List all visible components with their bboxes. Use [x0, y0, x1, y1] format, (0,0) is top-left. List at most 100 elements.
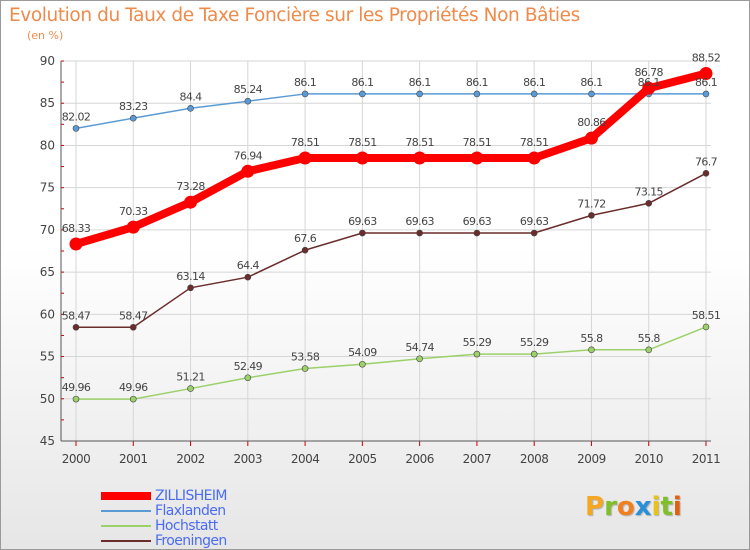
data-point-hochstatt [72, 395, 80, 403]
x-tick-label: 2010 [634, 452, 663, 466]
series-line-flaxlanden [75, 93, 706, 130]
x-tick-label: 2000 [62, 452, 91, 466]
x-tick-label: 2003 [234, 452, 263, 466]
data-label-zillisheim: 76.94 [234, 149, 263, 162]
x-tick-label: 2002 [176, 452, 205, 466]
data-label-hochstatt: 55.29 [463, 336, 492, 349]
x-tick-label: 2011 [692, 452, 721, 466]
data-point-zillisheim [642, 81, 656, 95]
logo-letter: i [672, 492, 682, 522]
data-point-froeningen [244, 273, 252, 281]
y-tick-label: 60 [40, 307, 55, 321]
data-label-froeningen: 69.63 [520, 215, 549, 228]
data-label-flaxlanden: 83.23 [119, 100, 148, 113]
legend-swatch [101, 492, 151, 500]
data-point-zillisheim [126, 220, 140, 234]
data-point-froeningen [187, 284, 194, 292]
data-point-flaxlanden [359, 90, 366, 98]
data-label-hochstatt: 54.09 [348, 346, 377, 359]
data-point-froeningen [301, 246, 309, 254]
data-point-zillisheim [355, 151, 369, 165]
data-label-hochstatt: 49.96 [62, 381, 91, 394]
data-label-hochstatt: 54.74 [405, 341, 434, 354]
data-label-hochstatt: 52.49 [234, 360, 263, 373]
axes: 45 50 55 60 65 70 75 80 85 90 2000 2001 2002 2003 2004… [40, 54, 721, 466]
data-label-froeningen: 67.6 [294, 232, 317, 245]
data-label-flaxlanden: 86.1 [580, 76, 602, 89]
y-tick-label: 65 [40, 265, 55, 279]
data-point-hochstatt [187, 385, 194, 392]
x-tick-label: 2005 [348, 452, 377, 466]
data-point-flaxlanden [301, 90, 309, 98]
x-tick-label: 2001 [119, 452, 148, 466]
data-point-hochstatt [416, 355, 423, 363]
data-label-flaxlanden: 84.4 [179, 90, 202, 103]
series-group [69, 66, 713, 403]
proxiti-logo: Proxiti [585, 492, 682, 522]
data-label-froeningen: 69.63 [348, 215, 377, 228]
y-tick-label: 70 [40, 223, 55, 237]
data-point-flaxlanden [129, 114, 137, 122]
data-point-flaxlanden [72, 125, 80, 132]
y-tick-label: 50 [40, 392, 55, 406]
x-tick-label: 2004 [291, 452, 320, 466]
data-label-zillisheim: 78.51 [348, 136, 377, 149]
data-label-froeningen: 63.14 [176, 270, 205, 283]
data-label-zillisheim: 78.51 [291, 136, 320, 149]
grid-lines [61, 60, 711, 442]
data-point-zillisheim [470, 151, 484, 165]
legend-label: Flaxlanden [155, 503, 226, 519]
data-point-zillisheim [69, 237, 83, 251]
data-point-flaxlanden [702, 90, 710, 98]
data-point-froeningen [702, 170, 710, 177]
data-point-zillisheim [184, 195, 198, 209]
chart-title: Evolution du Taux de Taxe Foncière sur l… [9, 5, 580, 26]
data-label-hochstatt: 53.58 [291, 351, 320, 364]
legend-swatch [101, 540, 151, 542]
data-point-zillisheim [527, 151, 541, 165]
data-label-flaxlanden: 82.02 [62, 110, 91, 123]
data-label-flaxlanden: 86.1 [409, 76, 431, 89]
data-point-froeningen [588, 212, 595, 219]
data-label-hochstatt: 55.8 [638, 332, 661, 345]
data-label-zillisheim: 80.86 [577, 116, 606, 129]
legend-label: ZILLISHEIM [155, 488, 228, 504]
data-label-zillisheim: 73.28 [176, 180, 205, 193]
data-label-zillisheim: 86.78 [634, 66, 663, 79]
y-tick-label: 90 [40, 54, 55, 68]
data-point-zillisheim [413, 151, 427, 165]
data-point-zillisheim [584, 131, 598, 145]
data-label-froeningen: 64.4 [237, 259, 260, 272]
data-label-flaxlanden: 86.1 [466, 76, 488, 89]
data-label-froeningen: 71.72 [577, 197, 606, 210]
y-tick-label: 75 [40, 181, 55, 195]
logo-letter: x [634, 492, 652, 522]
data-label-zillisheim: 78.51 [405, 136, 434, 149]
data-label-froeningen: 58.47 [62, 309, 91, 322]
x-tick-label: 2009 [577, 452, 606, 466]
logo-letter: r [604, 492, 617, 522]
legend-item-zillisheim: ZILLISHEIM [101, 488, 228, 504]
y-tick-label: 45 [40, 434, 55, 448]
data-label-froeningen: 76.7 [695, 155, 718, 168]
data-label-froeningen: 69.63 [405, 215, 434, 228]
data-label-zillisheim: 78.51 [463, 136, 492, 149]
y-tick-label: 85 [40, 96, 55, 110]
data-label-zillisheim: 70.33 [119, 205, 148, 218]
data-label-froeningen: 69.63 [463, 215, 492, 228]
data-label-flaxlanden: 86.1 [294, 76, 316, 89]
y-tick-label: 55 [40, 350, 55, 364]
data-label-froeningen: 58.47 [119, 309, 148, 322]
data-label-flaxlanden: 86.1 [638, 76, 660, 89]
legend-label: Froeningen [155, 533, 227, 549]
data-point-froeningen [530, 229, 538, 237]
legend-item-froeningen: Froeningen [101, 534, 227, 548]
data-point-hochstatt [645, 346, 653, 354]
data-point-hochstatt [702, 323, 710, 331]
legend-item-hochstatt: Hochstatt [101, 519, 218, 533]
data-label-zillisheim: 68.33 [62, 222, 91, 235]
data-point-froeningen [416, 229, 423, 237]
data-point-hochstatt [301, 365, 309, 372]
